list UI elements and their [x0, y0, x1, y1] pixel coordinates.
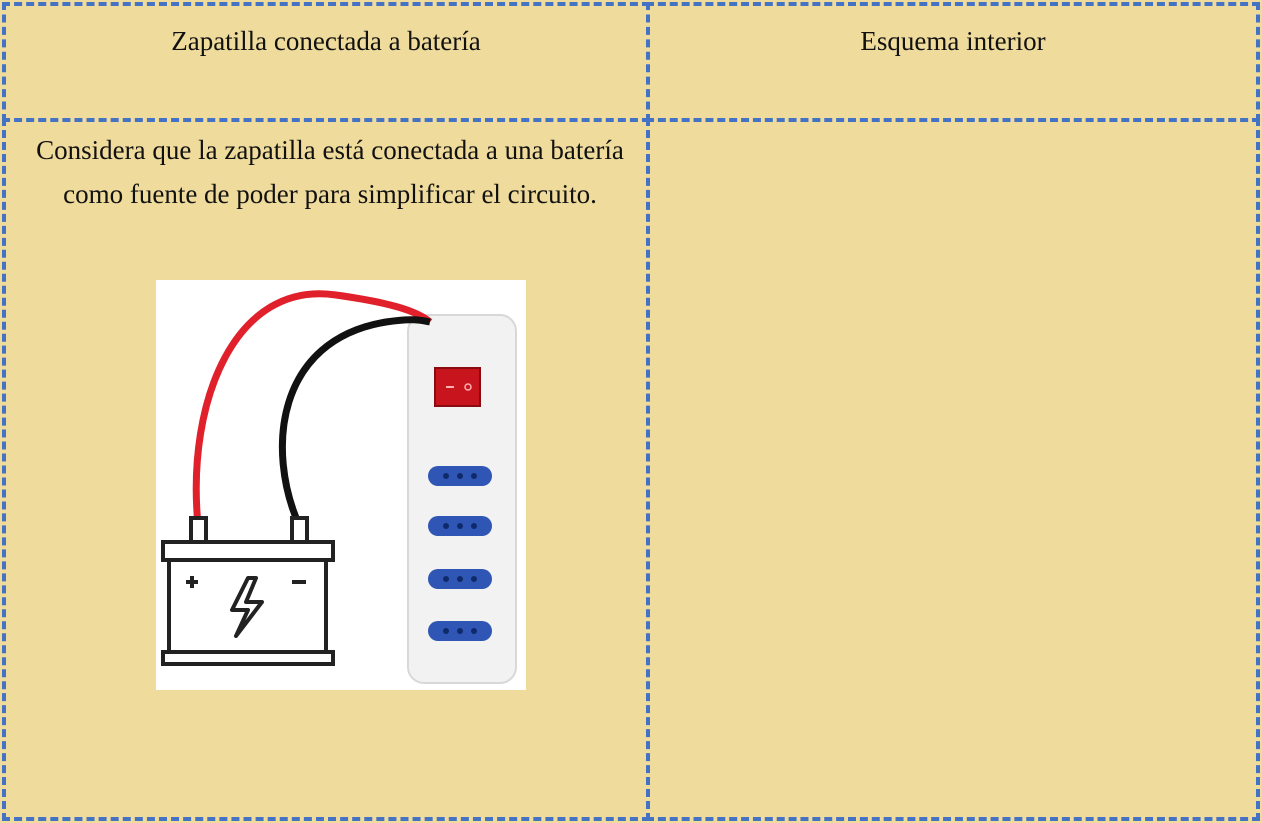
- body-text: Considera que la zapatilla está conectad…: [36, 135, 624, 209]
- header-text: Zapatilla conectada a batería: [171, 26, 481, 56]
- header-cell: Zapatilla conectada a batería: [2, 2, 650, 122]
- body-cell: Considera que la zapatilla está conectad…: [2, 118, 650, 821]
- battery-power-strip-illustration: [156, 280, 526, 690]
- header-cell: Esquema interior: [646, 2, 1260, 122]
- header-text: Esquema interior: [860, 26, 1046, 56]
- body-cell: [646, 118, 1260, 821]
